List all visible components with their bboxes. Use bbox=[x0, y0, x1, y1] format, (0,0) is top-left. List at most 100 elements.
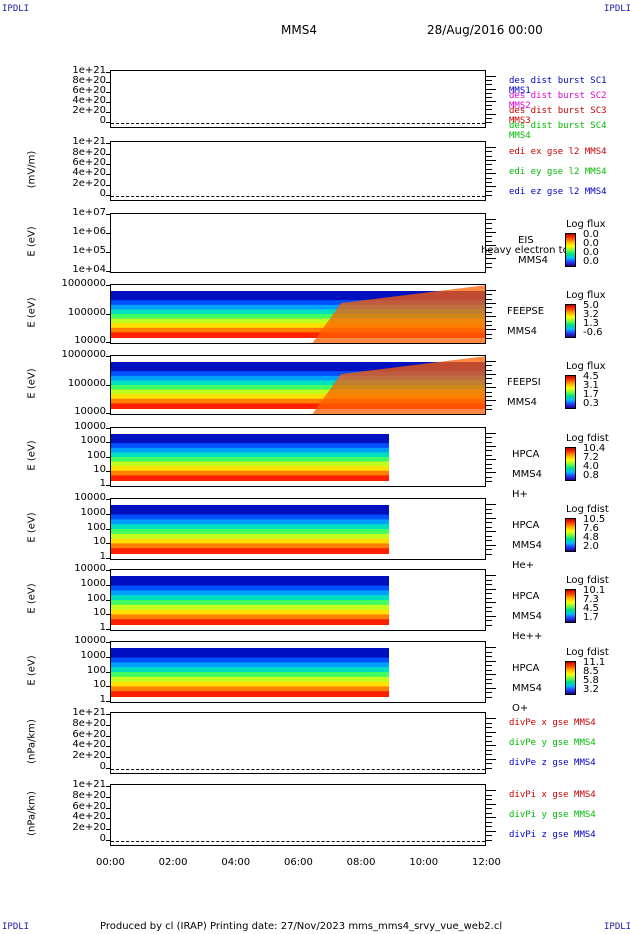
colorbar-value-feepsi: 0.3 bbox=[583, 398, 599, 409]
right-tick-mark bbox=[486, 333, 492, 335]
spectrogram-band bbox=[111, 398, 485, 405]
right-tick-mark bbox=[486, 253, 492, 255]
spectrogram-hpca_h bbox=[111, 434, 389, 481]
spectrogram-band bbox=[111, 300, 485, 306]
right-tick-mark bbox=[486, 463, 492, 465]
panel-edi_e bbox=[110, 141, 486, 201]
spectrogram-band bbox=[111, 434, 389, 440]
ytick-divpe: 0 bbox=[99, 760, 106, 772]
ytick-edi_e: 4e+20 bbox=[72, 167, 106, 179]
right-tick-mark bbox=[486, 687, 496, 689]
colorbar-value-hpca_o: 11.1 bbox=[583, 657, 606, 668]
right-tick-mark bbox=[486, 122, 492, 123]
colorbar-value-hpca_hepp: 10.1 bbox=[583, 585, 606, 596]
spectrogram-band bbox=[111, 443, 389, 449]
corner-mark-tl: IPDLI bbox=[2, 4, 30, 14]
xtick-label: 04:00 bbox=[221, 857, 251, 868]
right-tick-mark bbox=[486, 298, 492, 300]
ytick-mark bbox=[106, 92, 110, 94]
right-tick-mark bbox=[486, 338, 492, 339]
ytick-mark bbox=[106, 342, 110, 344]
ytick-hpca_o: 1000 bbox=[80, 649, 106, 661]
ytick-eis: 1e+04 bbox=[72, 264, 106, 276]
right-tick-mark bbox=[486, 223, 492, 225]
panel-label-hpca_he-0: HPCA bbox=[512, 520, 540, 531]
right-tick-mark bbox=[486, 794, 492, 796]
panel-eis bbox=[110, 213, 486, 273]
right-tick-mark bbox=[486, 446, 496, 448]
xtick-label: 12:00 bbox=[472, 857, 501, 868]
ytick-mark bbox=[106, 285, 110, 287]
spectrogram-band bbox=[111, 461, 389, 468]
right-tick-mark bbox=[486, 758, 496, 760]
right-tick-mark bbox=[486, 378, 492, 380]
ylabel-hpca_hepp: E (eV) bbox=[26, 583, 38, 614]
ytick-divpi: 6e+20 bbox=[72, 800, 106, 812]
colorbar-hpca_hepp bbox=[565, 589, 576, 623]
spectrogram-band bbox=[111, 466, 389, 472]
ytick-mark bbox=[106, 271, 110, 273]
colorbar-value-hpca_o: 5.8 bbox=[583, 675, 599, 686]
spectrogram-band bbox=[111, 529, 389, 535]
right-tick-mark bbox=[486, 459, 496, 461]
ytick-mark bbox=[106, 757, 110, 759]
right-tick-mark bbox=[486, 651, 492, 653]
ytick-mark bbox=[106, 714, 110, 716]
right-tick-mark bbox=[486, 625, 492, 626]
ytick-edi_e: 1e+21 bbox=[72, 136, 106, 148]
spectrogram-hpca_hepp bbox=[111, 576, 389, 625]
right-tick-mark bbox=[486, 697, 492, 698]
ytick-des_dist: 0 bbox=[99, 115, 106, 127]
panel-label-hpca_hepp-0: HPCA bbox=[512, 591, 540, 602]
right-tick-mark bbox=[486, 92, 492, 94]
right-tick-mark bbox=[486, 369, 492, 371]
right-tick-mark bbox=[486, 812, 492, 814]
ytick-mark bbox=[106, 656, 110, 658]
right-tick-mark bbox=[486, 365, 492, 367]
xtick-label: 10:00 bbox=[409, 857, 439, 868]
legend-divpe-1: divPe y gse MMS4 bbox=[509, 738, 596, 748]
spectrogram-band bbox=[111, 548, 389, 554]
ytick-mark bbox=[106, 767, 110, 769]
right-tick-mark bbox=[486, 160, 496, 162]
right-tick-mark bbox=[486, 88, 496, 90]
right-tick-mark bbox=[486, 249, 492, 251]
zero-line bbox=[111, 123, 485, 125]
panel-feepse bbox=[110, 284, 486, 344]
colorbar-value-hpca_hepp: 4.5 bbox=[583, 603, 599, 614]
spectrogram-band bbox=[111, 533, 389, 540]
right-tick-mark bbox=[486, 109, 492, 111]
panel-label-hpca_h-2: H+ bbox=[512, 489, 528, 500]
ytick-hpca_h: 10 bbox=[93, 463, 106, 475]
xtick-label: 06:00 bbox=[284, 857, 313, 868]
spectrogram-hpca_he bbox=[111, 505, 389, 554]
ytick-des_dist: 4e+20 bbox=[72, 95, 106, 107]
ytick-mark bbox=[106, 313, 110, 315]
right-tick-mark bbox=[486, 84, 492, 86]
right-tick-mark bbox=[486, 267, 492, 268]
right-tick-mark bbox=[486, 683, 492, 685]
right-tick-mark bbox=[486, 324, 492, 326]
spectrogram-hpca_o bbox=[111, 648, 389, 697]
right-tick-mark bbox=[486, 454, 492, 456]
colorbar-value-feepsi: 3.1 bbox=[583, 380, 599, 391]
panel-label-hpca_hepp-1: MMS4 bbox=[512, 611, 542, 622]
right-tick-mark bbox=[486, 80, 492, 82]
ytick-mark bbox=[106, 807, 110, 809]
spectrogram-band bbox=[111, 318, 485, 325]
spectrogram-band bbox=[111, 332, 485, 338]
right-tick-mark bbox=[486, 790, 496, 791]
zero-line bbox=[111, 196, 485, 197]
legend-divpe-0: divPe x gse MMS4 bbox=[509, 718, 596, 728]
ytick-mark bbox=[106, 543, 110, 545]
spectrogram-band bbox=[111, 452, 389, 458]
plot-date: 28/Aug/2016 00:00 bbox=[427, 23, 543, 37]
ytick-feepsi: 100000 bbox=[67, 377, 106, 389]
ytick-mark bbox=[106, 642, 110, 644]
right-tick-mark bbox=[486, 151, 492, 153]
right-tick-mark bbox=[486, 303, 496, 305]
right-tick-mark bbox=[486, 240, 492, 242]
right-tick-mark bbox=[486, 186, 496, 188]
panel-label-hpca_h-0: HPCA bbox=[512, 449, 540, 460]
right-tick-mark bbox=[486, 517, 496, 519]
